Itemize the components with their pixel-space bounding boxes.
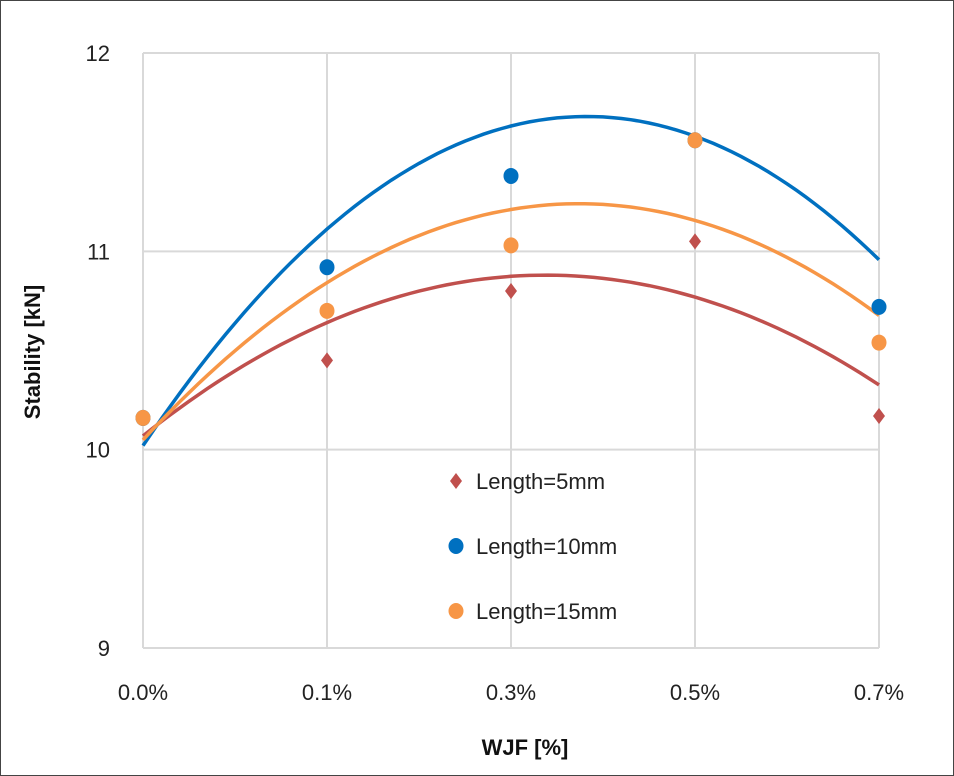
x-tick-label: 0.0%: [118, 680, 168, 705]
legend-label: Length=10mm: [476, 534, 617, 559]
legend: Length=5mm Length=10mm Length=15mm: [448, 469, 617, 624]
trendline-2: [141, 114, 881, 447]
x-tick-label: 0.7%: [854, 680, 904, 705]
data-point-series-2: [319, 259, 335, 276]
data-point-series-2: [871, 298, 887, 315]
y-tick-label: 10: [86, 438, 110, 463]
y-tick-label: 9: [98, 636, 110, 661]
legend-marker: [448, 538, 464, 554]
data-point-series-1: [505, 283, 517, 299]
data-point-series-2: [503, 167, 519, 184]
legend-label: Length=5mm: [476, 469, 605, 494]
x-tick-label: 0.3%: [486, 680, 536, 705]
x-tick-label: 0.1%: [302, 680, 352, 705]
trendline-3: [141, 202, 881, 442]
y-tick-label: 12: [86, 41, 110, 66]
x-tick-label: 0.5%: [670, 680, 720, 705]
y-tick-label: 11: [87, 239, 110, 264]
data-point-series-3: [319, 302, 335, 319]
data-point-series-1: [689, 233, 701, 250]
data-point-series-3: [503, 237, 519, 254]
data-point-series-3: [871, 334, 887, 351]
legend-marker: [448, 603, 464, 619]
x-axis-label: WJF [%]: [482, 735, 569, 760]
data-point-series-1: [321, 352, 333, 369]
legend-marker: [450, 473, 462, 489]
y-axis-label: Stability [kN]: [20, 285, 45, 419]
data-point-series-3: [135, 409, 151, 426]
legend-label: Length=15mm: [476, 599, 617, 624]
trendline-1: [141, 273, 880, 438]
data-point-series-1: [873, 407, 885, 424]
data-point-series-3: [687, 132, 703, 149]
